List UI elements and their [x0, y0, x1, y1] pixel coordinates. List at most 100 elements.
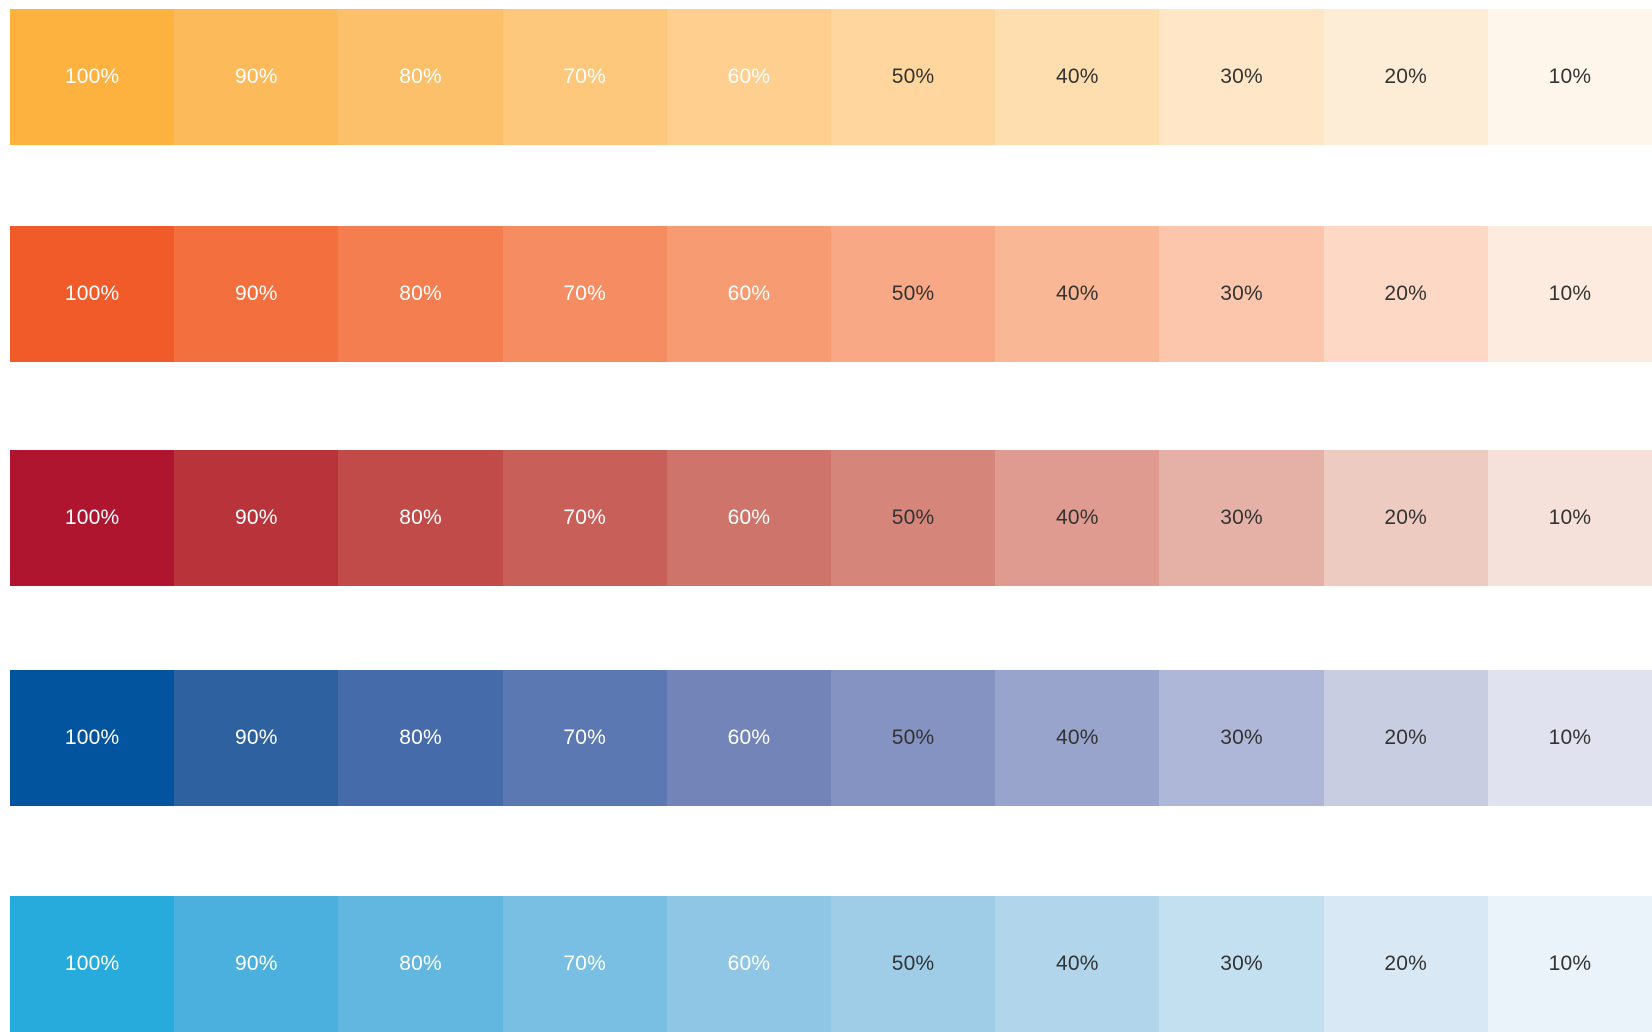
color-swatch: 90% — [174, 9, 339, 145]
swatch-percent-label: 100% — [64, 952, 120, 975]
swatch-percent-label: 10% — [1548, 282, 1592, 305]
color-swatch: 100% — [10, 670, 175, 806]
swatch-percent-label: 50% — [891, 65, 935, 88]
color-swatch: 80% — [338, 9, 503, 145]
swatch-percent-label: 40% — [1056, 65, 1099, 88]
palette-row-crimson: 100% 90% 80% 70% 60% 50% 40% 30% 20% 10% — [10, 450, 1652, 586]
color-swatch: 30% — [1159, 9, 1324, 145]
color-swatch: 80% — [338, 226, 503, 362]
color-swatch: 100% — [10, 896, 175, 1032]
color-swatch: 20% — [1323, 896, 1488, 1032]
color-swatch: 30% — [1159, 450, 1324, 586]
swatch-percent-label: 20% — [1384, 952, 1428, 975]
swatch-percent-label: 50% — [891, 506, 935, 529]
swatch-percent-label: 60% — [727, 952, 771, 975]
color-swatch: 50% — [831, 226, 996, 362]
swatch-percent-label: 90% — [234, 65, 278, 88]
color-swatch: 50% — [831, 670, 996, 806]
swatch-percent-label: 40% — [1056, 506, 1099, 529]
color-swatch: 70% — [502, 896, 667, 1032]
swatch-percent-label: 50% — [891, 952, 935, 975]
palette-row-orange: 100% 90% 80% 70% 60% 50% 40% 30% 20% 10% — [10, 9, 1652, 145]
color-swatch: 70% — [502, 450, 667, 586]
color-swatch: 50% — [831, 450, 996, 586]
color-swatch: 60% — [666, 9, 832, 145]
palette-row-sky-blue: 100% 90% 80% 70% 60% 50% 40% 30% 20% 10% — [10, 896, 1652, 1032]
swatch-percent-label: 50% — [891, 726, 935, 749]
color-swatch: 100% — [10, 9, 175, 145]
color-swatch: 30% — [1159, 896, 1324, 1032]
palette-row-red-orange: 100% 90% 80% 70% 60% 50% 40% 30% 20% 10% — [10, 226, 1652, 362]
swatch-percent-label: 90% — [234, 506, 278, 529]
swatch-percent-label: 80% — [399, 282, 442, 305]
swatch-percent-label: 90% — [234, 282, 278, 305]
swatch-percent-label: 90% — [234, 952, 278, 975]
color-swatch: 90% — [174, 226, 339, 362]
swatch-percent-label: 10% — [1548, 726, 1592, 749]
color-swatch: 20% — [1323, 226, 1488, 362]
color-swatch: 20% — [1323, 670, 1488, 806]
color-swatch: 90% — [174, 450, 339, 586]
color-swatch: 10% — [1487, 670, 1652, 806]
color-swatch: 60% — [666, 896, 832, 1032]
swatch-percent-label: 80% — [399, 726, 442, 749]
swatch-percent-label: 70% — [563, 65, 607, 88]
color-swatch: 70% — [502, 226, 667, 362]
swatch-percent-label: 60% — [727, 65, 771, 88]
swatch-percent-label: 20% — [1384, 282, 1428, 305]
color-swatch: 10% — [1487, 896, 1652, 1032]
color-swatch: 90% — [174, 896, 339, 1032]
color-swatch: 100% — [10, 450, 175, 586]
color-swatch: 30% — [1159, 670, 1324, 806]
color-swatch: 30% — [1159, 226, 1324, 362]
color-swatch: 80% — [338, 896, 503, 1032]
swatch-percent-label: 20% — [1384, 65, 1428, 88]
color-swatch: 40% — [995, 226, 1160, 362]
color-swatch: 80% — [338, 670, 503, 806]
color-swatch: 70% — [502, 9, 667, 145]
swatch-percent-label: 80% — [399, 952, 442, 975]
color-swatch: 60% — [666, 226, 832, 362]
swatch-percent-label: 30% — [1220, 506, 1263, 529]
swatch-percent-label: 70% — [563, 282, 607, 305]
swatch-percent-label: 100% — [64, 65, 120, 88]
color-swatch: 10% — [1487, 450, 1652, 586]
swatch-percent-label: 80% — [399, 65, 442, 88]
color-swatch: 20% — [1323, 9, 1488, 145]
swatch-percent-label: 60% — [727, 506, 771, 529]
color-swatch: 40% — [995, 450, 1160, 586]
swatch-percent-label: 70% — [563, 506, 607, 529]
color-swatch: 40% — [995, 670, 1160, 806]
swatch-percent-label: 90% — [234, 726, 278, 749]
color-swatch: 10% — [1487, 226, 1652, 362]
color-swatch: 40% — [995, 896, 1160, 1032]
swatch-percent-label: 50% — [891, 282, 935, 305]
swatch-percent-label: 10% — [1548, 952, 1592, 975]
swatch-percent-label: 10% — [1548, 506, 1592, 529]
swatch-percent-label: 30% — [1220, 952, 1263, 975]
swatch-percent-label: 20% — [1384, 726, 1428, 749]
swatch-percent-label: 30% — [1220, 726, 1263, 749]
color-swatch: 100% — [10, 226, 175, 362]
color-swatch: 60% — [666, 670, 832, 806]
swatch-percent-label: 60% — [727, 726, 771, 749]
swatch-percent-label: 40% — [1056, 952, 1099, 975]
color-swatch: 60% — [666, 450, 832, 586]
swatch-percent-label: 20% — [1384, 506, 1428, 529]
swatch-percent-label: 40% — [1056, 726, 1099, 749]
color-swatch: 20% — [1323, 450, 1488, 586]
color-swatch: 50% — [831, 896, 996, 1032]
swatch-percent-label: 80% — [399, 506, 442, 529]
swatch-percent-label: 60% — [727, 282, 771, 305]
swatch-percent-label: 30% — [1220, 282, 1263, 305]
color-swatch: 80% — [338, 450, 503, 586]
color-swatch: 10% — [1487, 9, 1652, 145]
swatch-percent-label: 70% — [563, 726, 607, 749]
swatch-percent-label: 100% — [64, 506, 120, 529]
color-swatch: 40% — [995, 9, 1160, 145]
color-swatch: 70% — [502, 670, 667, 806]
swatch-percent-label: 100% — [64, 282, 120, 305]
palette-row-navy-blue: 100% 90% 80% 70% 60% 50% 40% 30% 20% 10% — [10, 670, 1652, 806]
swatch-percent-label: 40% — [1056, 282, 1099, 305]
color-swatch: 90% — [174, 670, 339, 806]
